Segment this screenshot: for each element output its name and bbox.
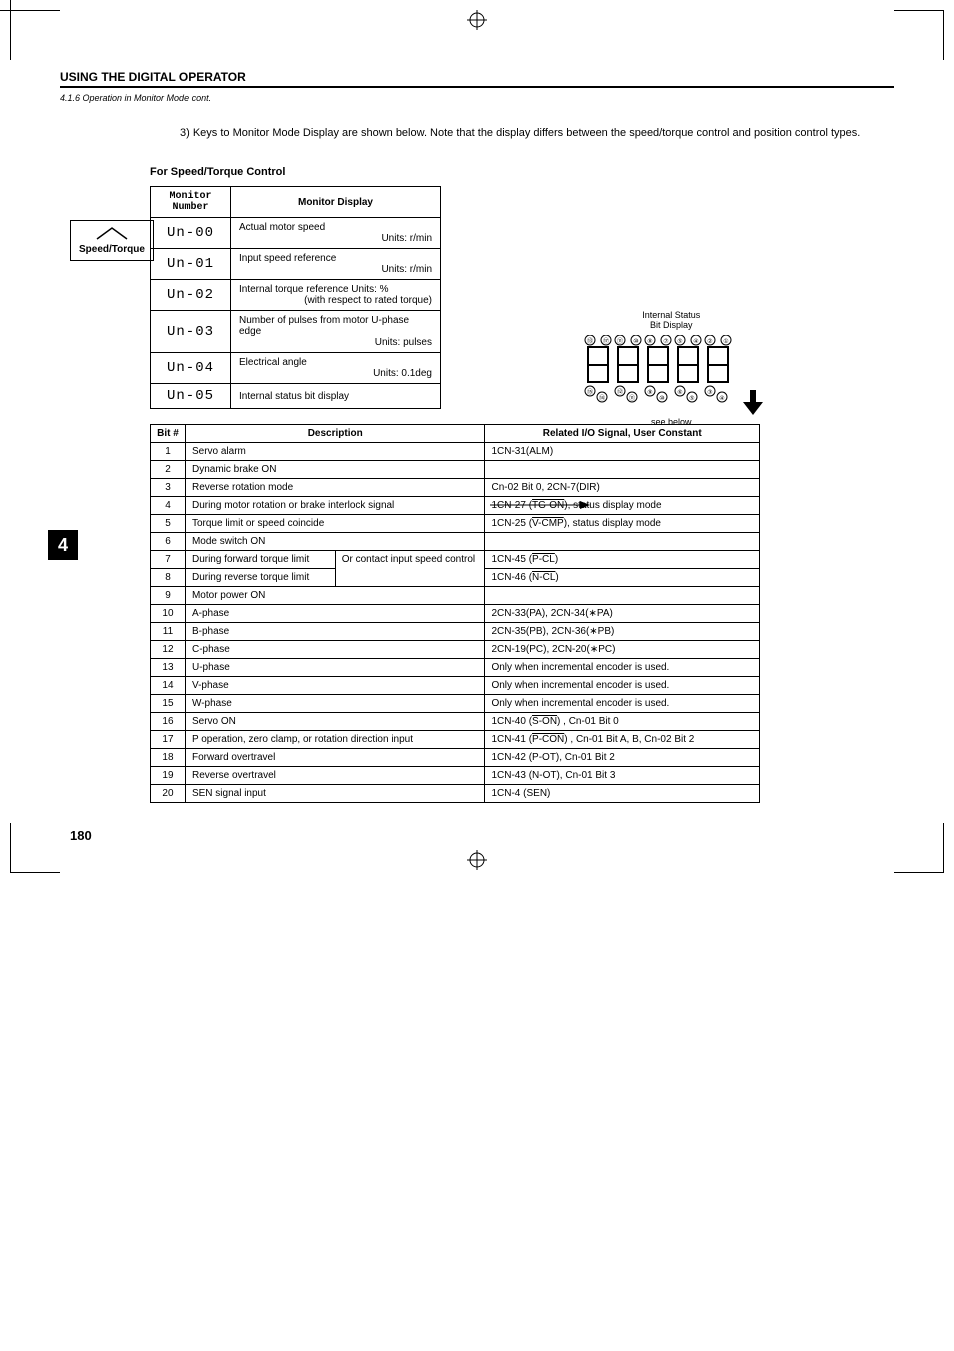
monitor-table: Monitor Number Monitor Display Un-00 Act… (150, 186, 441, 409)
segment-display-icon: ⑬ ⑰ ⑪ ⑩ ⑧ ⑦ ⑤ ④ ② ① ⑮ ⑭ ⑫ ⑪ ⑨ ⑩ ⑥ ⑤ (580, 335, 740, 415)
crop-mark (894, 823, 944, 873)
svg-text:⑮: ⑮ (587, 388, 593, 396)
monitor-row: Un-00 Actual motor speedUnits: r/min (151, 218, 441, 249)
bit-display-diagram: Internal Status Bit Display ⑬ ⑰ (580, 310, 763, 427)
diagram-label: Internal Status Bit Display (580, 310, 763, 330)
section-title: For Speed/Torque Control (150, 166, 894, 178)
svg-text:⑤: ⑤ (677, 338, 682, 345)
intro-text: 3) Keys to Monitor Mode Display are show… (180, 126, 894, 141)
bit-row: 13 U-phase Only when incremental encoder… (151, 659, 760, 677)
mode-box-label: Speed/Torque (79, 244, 145, 255)
bit-row: 16 Servo ON 1CN-40 (S-ON) , Cn-01 Bit 0 (151, 713, 760, 731)
svg-text:②: ② (707, 338, 712, 345)
svg-text:⑩: ⑩ (659, 395, 664, 402)
bit-table: Bit # Description Related I/O Signal, Us… (150, 424, 760, 803)
svg-text:⑪: ⑪ (629, 394, 635, 402)
svg-text:⑩: ⑩ (633, 338, 638, 345)
svg-text:⑰: ⑰ (603, 337, 609, 345)
svg-text:③: ③ (707, 389, 712, 396)
crop-mark (10, 823, 60, 873)
bit-header-io: Related I/O Signal, User Constant (485, 425, 760, 443)
bit-row: 20 SEN signal input 1CN-4 (SEN) (151, 785, 760, 803)
chapter-tab: 4 (48, 530, 78, 560)
svg-text:④: ④ (693, 338, 698, 345)
monitor-row: Un-03 Number of pulses from motor U-phas… (151, 311, 441, 353)
svg-text:⑧: ⑧ (647, 338, 652, 345)
svg-text:⑬: ⑬ (587, 337, 593, 345)
bit-row: 11 B-phase 2CN-35(PB), 2CN-36(∗PB) (151, 623, 760, 641)
svg-text:⑨: ⑨ (647, 389, 652, 396)
bit-row: 5 Torque limit or speed coincide 1CN-25 … (151, 515, 760, 533)
down-arrow-icon (743, 390, 763, 415)
bit-row: 4 During motor rotation or brake interlo… (151, 497, 760, 515)
monitor-row: Un-04 Electrical angleUnits: 0.1deg (151, 353, 441, 384)
bit-row: 18 Forward overtravel 1CN-42 (P-OT), Cn-… (151, 749, 760, 767)
arrow-to-diagram (490, 500, 590, 513)
bit-row: 2 Dynamic brake ON (151, 461, 760, 479)
svg-text:⑭: ⑭ (599, 394, 605, 402)
svg-text:⑤: ⑤ (689, 395, 694, 402)
svg-text:⑦: ⑦ (663, 338, 668, 345)
page-number: 180 (70, 828, 894, 843)
monitor-row: Un-02 Internal torque reference Units: %… (151, 280, 441, 311)
monitor-row: Un-01 Input speed referenceUnits: r/min (151, 249, 441, 280)
bit-row: 9 Motor power ON (151, 587, 760, 605)
bit-header-num: Bit # (151, 425, 186, 443)
monitor-header-display: Monitor Display (231, 187, 441, 218)
bit-row: 6 Mode switch ON (151, 533, 760, 551)
header-subtitle: 4.1.6 Operation in Monitor Mode cont. (60, 90, 894, 106)
bit-row: 1 Servo alarm 1CN-31(ALM) (151, 443, 760, 461)
crop-mark (894, 10, 944, 60)
bit-row: 3 Reverse rotation mode Cn-02 Bit 0, 2CN… (151, 479, 760, 497)
svg-text:④: ④ (719, 395, 724, 402)
see-below-label: see below (580, 417, 763, 427)
mode-box: Speed/Torque (70, 220, 154, 261)
svg-text:⑫: ⑫ (617, 388, 623, 396)
page-header: USING THE DIGITAL OPERATOR (60, 70, 894, 88)
bit-row: 14 V-phase Only when incremental encoder… (151, 677, 760, 695)
bit-header-desc: Description (185, 425, 485, 443)
svg-text:①: ① (723, 338, 728, 345)
monitor-row: Un-05 Internal status bit display (151, 384, 441, 409)
header-title: USING THE DIGITAL OPERATOR (60, 70, 894, 84)
bit-row: 12 C-phase 2CN-19(PC), 2CN-20(∗PC) (151, 641, 760, 659)
bit-row: 15 W-phase Only when incremental encoder… (151, 695, 760, 713)
register-mark (467, 10, 487, 33)
crop-mark (10, 10, 60, 60)
register-mark (467, 850, 487, 873)
svg-text:⑪: ⑪ (617, 337, 623, 345)
monitor-header-number: Monitor Number (151, 187, 231, 218)
bit-row: 17 P operation, zero clamp, or rotation … (151, 731, 760, 749)
svg-text:⑥: ⑥ (677, 389, 682, 396)
bit-row: 10 A-phase 2CN-33(PA), 2CN-34(∗PA) (151, 605, 760, 623)
bit-row: 7 During forward torque limit Or contact… (151, 551, 760, 569)
bit-row: 19 Reverse overtravel 1CN-43 (N-OT), Cn-… (151, 767, 760, 785)
